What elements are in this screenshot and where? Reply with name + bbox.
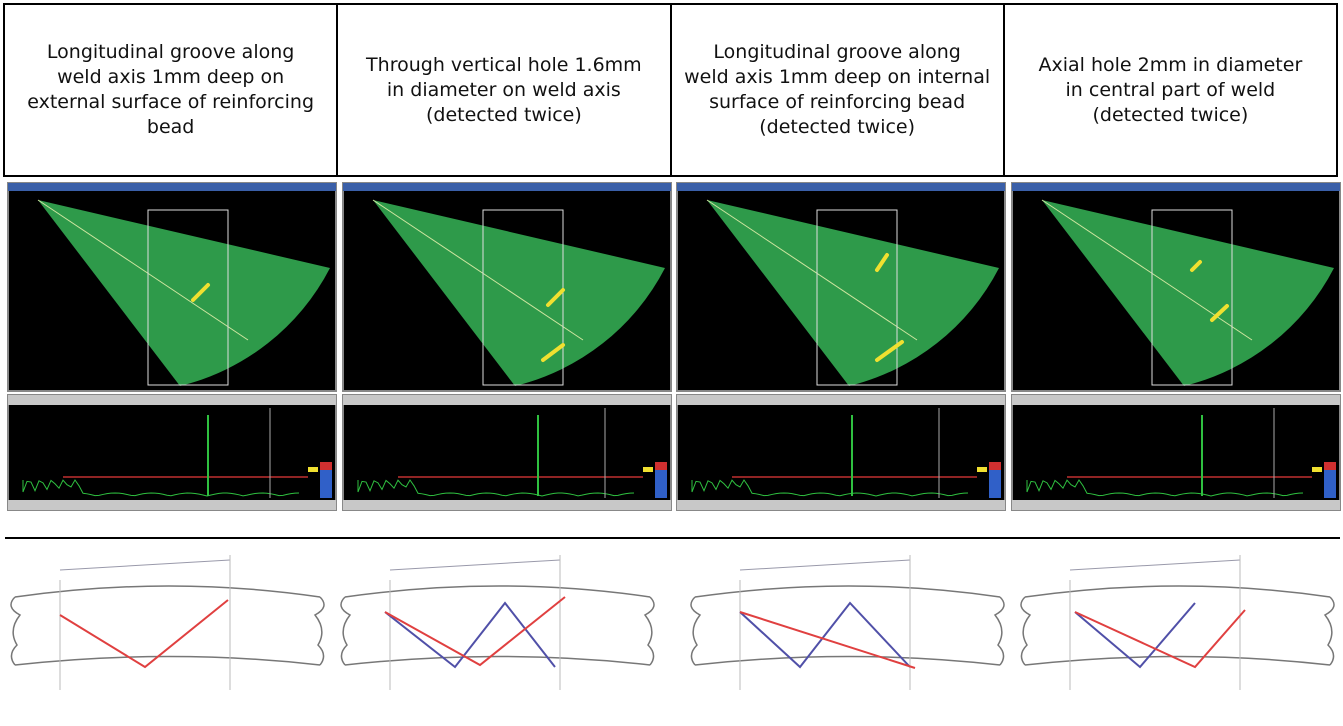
ascan-bar-red xyxy=(1324,462,1336,470)
page: Longitudinal groove alongweld axis 1mm d… xyxy=(0,0,1343,726)
ascan-bar xyxy=(320,470,332,498)
ascan-bar-yellow xyxy=(643,467,653,472)
pipe-end xyxy=(645,597,654,665)
ascan-frame xyxy=(1012,395,1340,510)
scan-titlebar xyxy=(677,183,1005,191)
dim-line xyxy=(60,560,230,570)
ascan-bar xyxy=(655,470,667,498)
pipe-end xyxy=(1325,597,1334,665)
ascan-toolbar xyxy=(677,395,1005,405)
scan-titlebar xyxy=(343,183,671,191)
ascan-statusbar xyxy=(1012,500,1340,510)
pipe-end xyxy=(315,597,324,665)
pipe-top xyxy=(1025,586,1330,597)
ascan-frame xyxy=(8,395,336,510)
dim-line xyxy=(740,560,910,570)
pipe-bottom xyxy=(345,657,650,666)
dim-line xyxy=(1070,560,1240,570)
pipe-end xyxy=(1021,597,1030,665)
pipe-bottom xyxy=(695,657,1000,666)
dim-line xyxy=(390,560,560,570)
ascan-bar-red xyxy=(320,462,332,470)
pipe-end xyxy=(995,597,1004,665)
ascan-bar-yellow xyxy=(977,467,987,472)
pipe-top xyxy=(345,586,650,597)
ascan-frame xyxy=(677,395,1005,510)
ascan-bar xyxy=(989,470,1001,498)
pipe-top xyxy=(695,586,1000,597)
pipe-end xyxy=(341,597,350,665)
ascan-statusbar xyxy=(343,500,671,510)
pipe-end xyxy=(11,597,20,665)
pipe-top xyxy=(15,586,320,597)
ascan-frame xyxy=(343,395,671,510)
ascan-bar-yellow xyxy=(308,467,318,472)
ascan-toolbar xyxy=(1012,395,1340,405)
ascan-statusbar xyxy=(677,500,1005,510)
ascan-bar-red xyxy=(655,462,667,470)
figure xyxy=(0,0,1343,726)
ascan-toolbar xyxy=(8,395,336,405)
pipe-end xyxy=(691,597,700,665)
scan-titlebar xyxy=(1012,183,1340,191)
ascan-bar-yellow xyxy=(1312,467,1322,472)
ascan-statusbar xyxy=(8,500,336,510)
scan-titlebar xyxy=(8,183,336,191)
pipe-bottom xyxy=(15,657,320,666)
ascan-toolbar xyxy=(343,395,671,405)
ascan-bar xyxy=(1324,470,1336,498)
ascan-bar-red xyxy=(989,462,1001,470)
pipe-bottom xyxy=(1025,657,1330,666)
beam-path-red xyxy=(385,597,565,665)
